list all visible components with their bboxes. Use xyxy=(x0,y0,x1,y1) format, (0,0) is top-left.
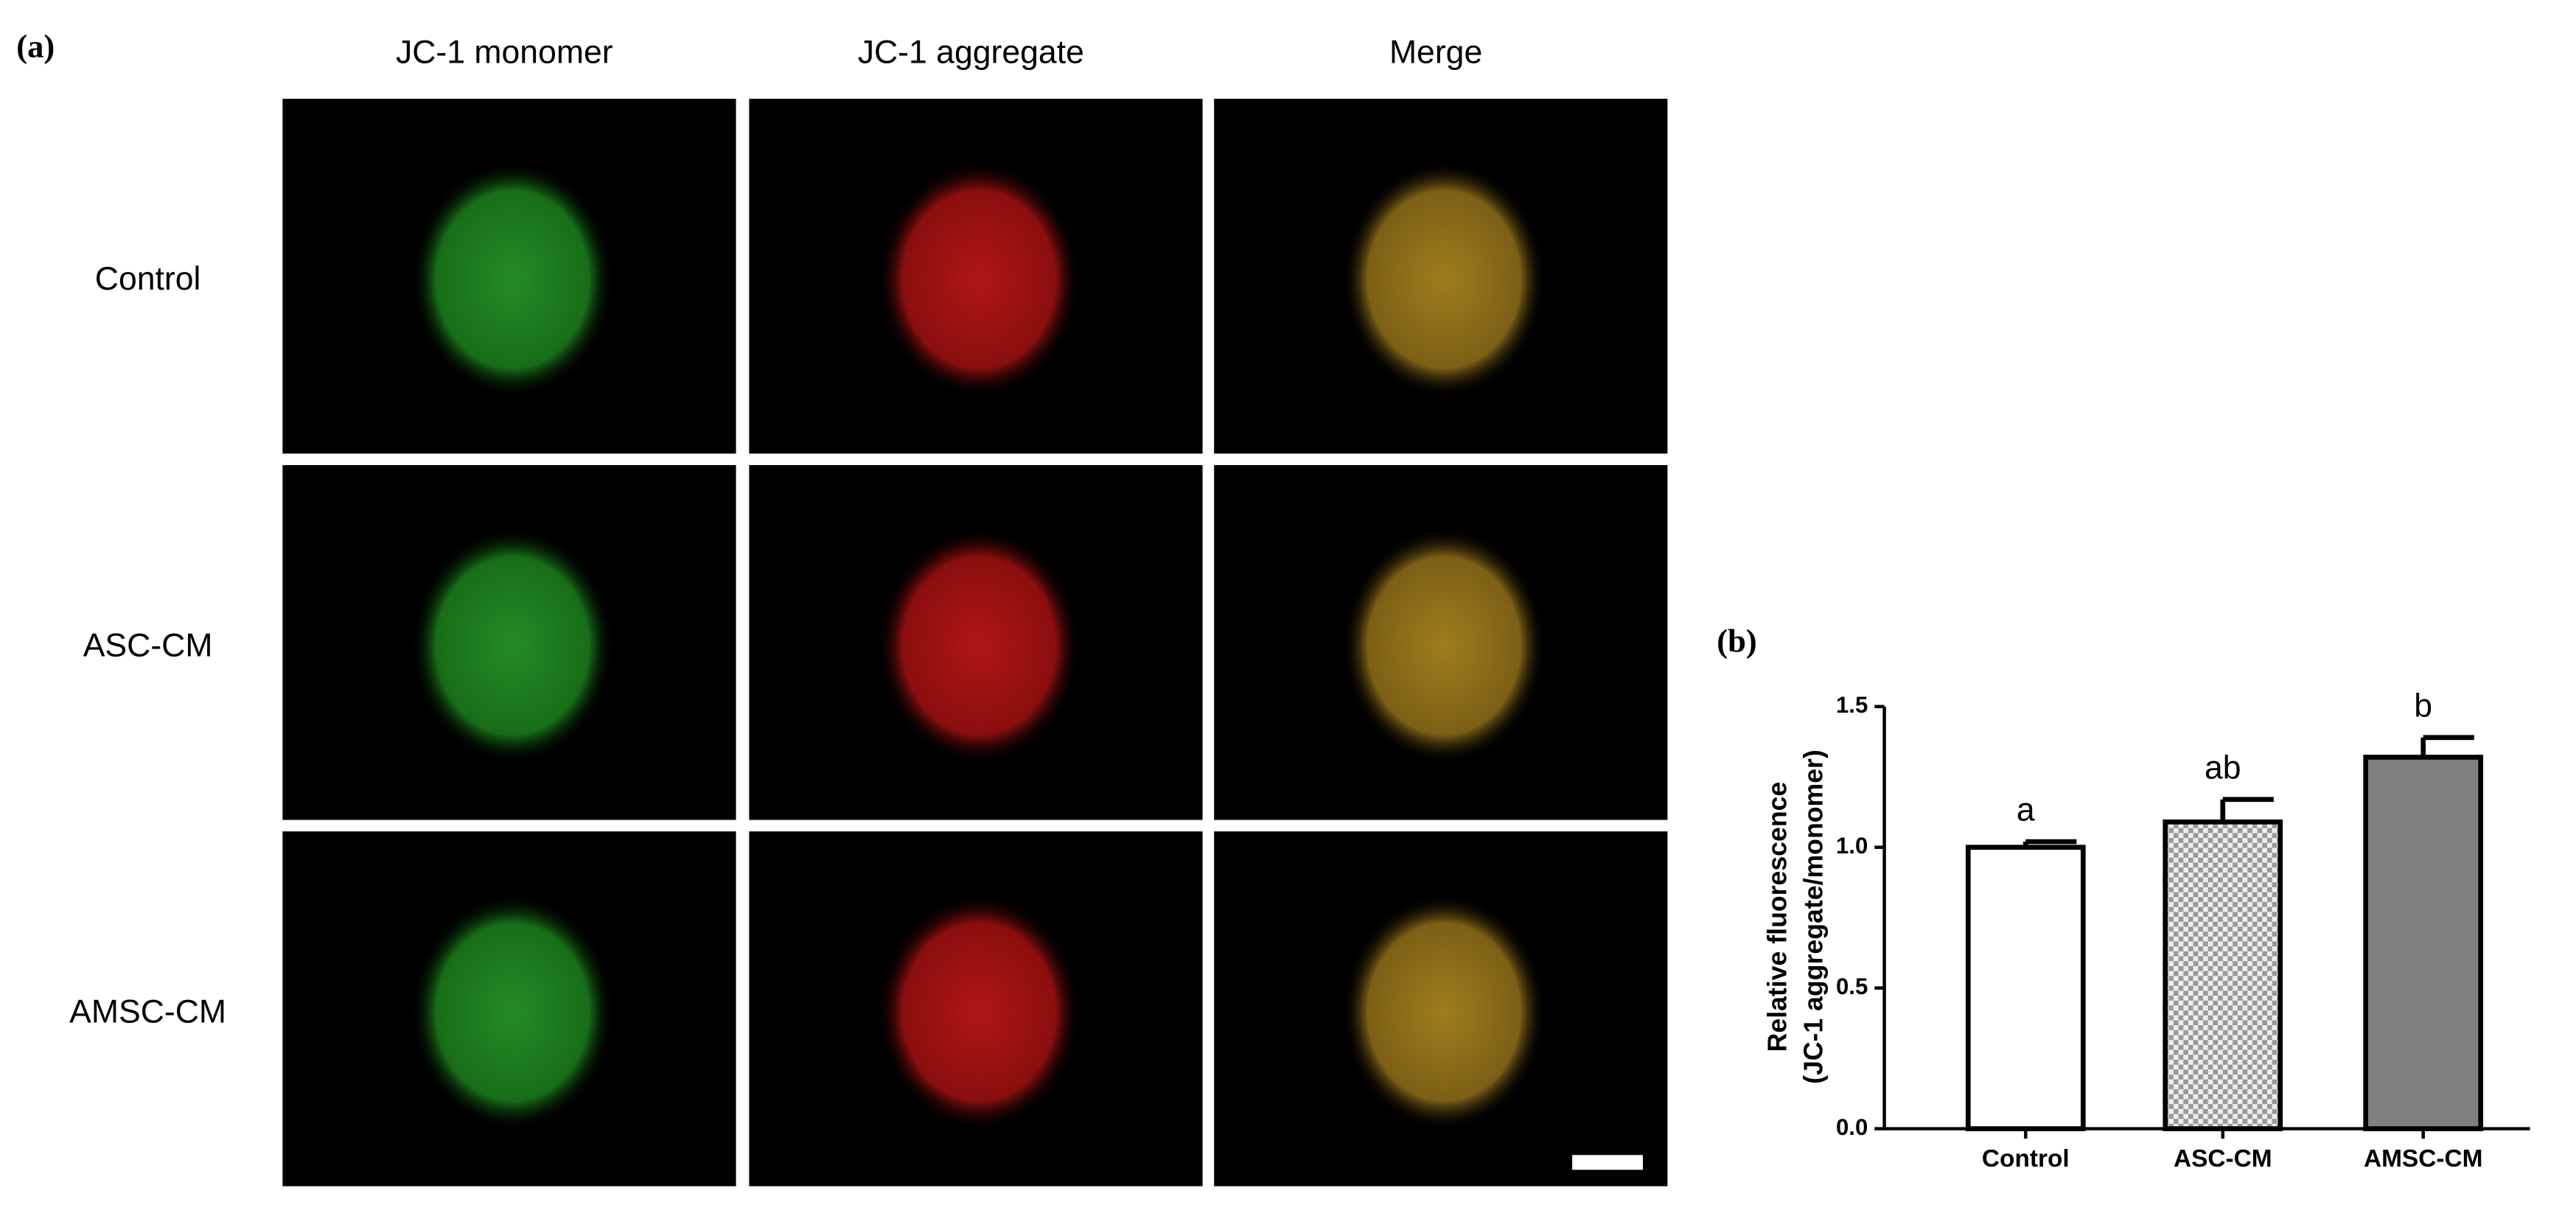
cell xyxy=(877,527,1081,764)
cell xyxy=(877,161,1081,398)
x-tick-label: AMSC-CM xyxy=(2364,1145,2483,1173)
cell xyxy=(1342,161,1546,398)
x-tick-label: Control xyxy=(1982,1145,2070,1173)
bar xyxy=(2363,755,2484,1131)
significance-label: b xyxy=(2414,688,2432,724)
column-header: JC-1 aggregate xyxy=(858,35,1084,71)
error-bar xyxy=(2022,839,2077,848)
cell xyxy=(1342,893,1546,1131)
y-tick-label: 1.5 xyxy=(1836,692,1868,718)
significance-label: a xyxy=(2017,792,2035,828)
error-bar xyxy=(2420,735,2474,758)
row-label: AMSC-CM xyxy=(69,993,226,1030)
column-header: JC-1 monomer xyxy=(396,35,613,71)
y-tick-label: 1.0 xyxy=(1836,833,1868,859)
x-tick-label: ASC-CM xyxy=(2174,1145,2272,1173)
panel-label: (b) xyxy=(1717,622,1756,659)
bar xyxy=(1965,845,2086,1131)
column-header: Merge xyxy=(1389,35,1482,71)
panel-label: (a) xyxy=(16,27,55,64)
y-tick-label: 0.5 xyxy=(1836,974,1868,999)
significance-label: ab xyxy=(2205,749,2241,786)
bar xyxy=(2163,819,2283,1131)
y-axis-label: Relative fluorescence xyxy=(1762,782,1792,1052)
row-label: ASC-CM xyxy=(83,627,213,663)
cell xyxy=(411,161,615,398)
y-axis-label: (JC-1 aggregate/monomer) xyxy=(1798,749,1828,1084)
row-label: Control xyxy=(95,261,201,297)
y-tick-label: 0.0 xyxy=(1836,1114,1868,1140)
cell xyxy=(411,527,615,764)
scale-bar xyxy=(1572,1155,1643,1170)
cell xyxy=(411,893,615,1131)
error-bar xyxy=(2220,797,2274,822)
cell xyxy=(1342,527,1546,764)
cell xyxy=(877,893,1081,1131)
